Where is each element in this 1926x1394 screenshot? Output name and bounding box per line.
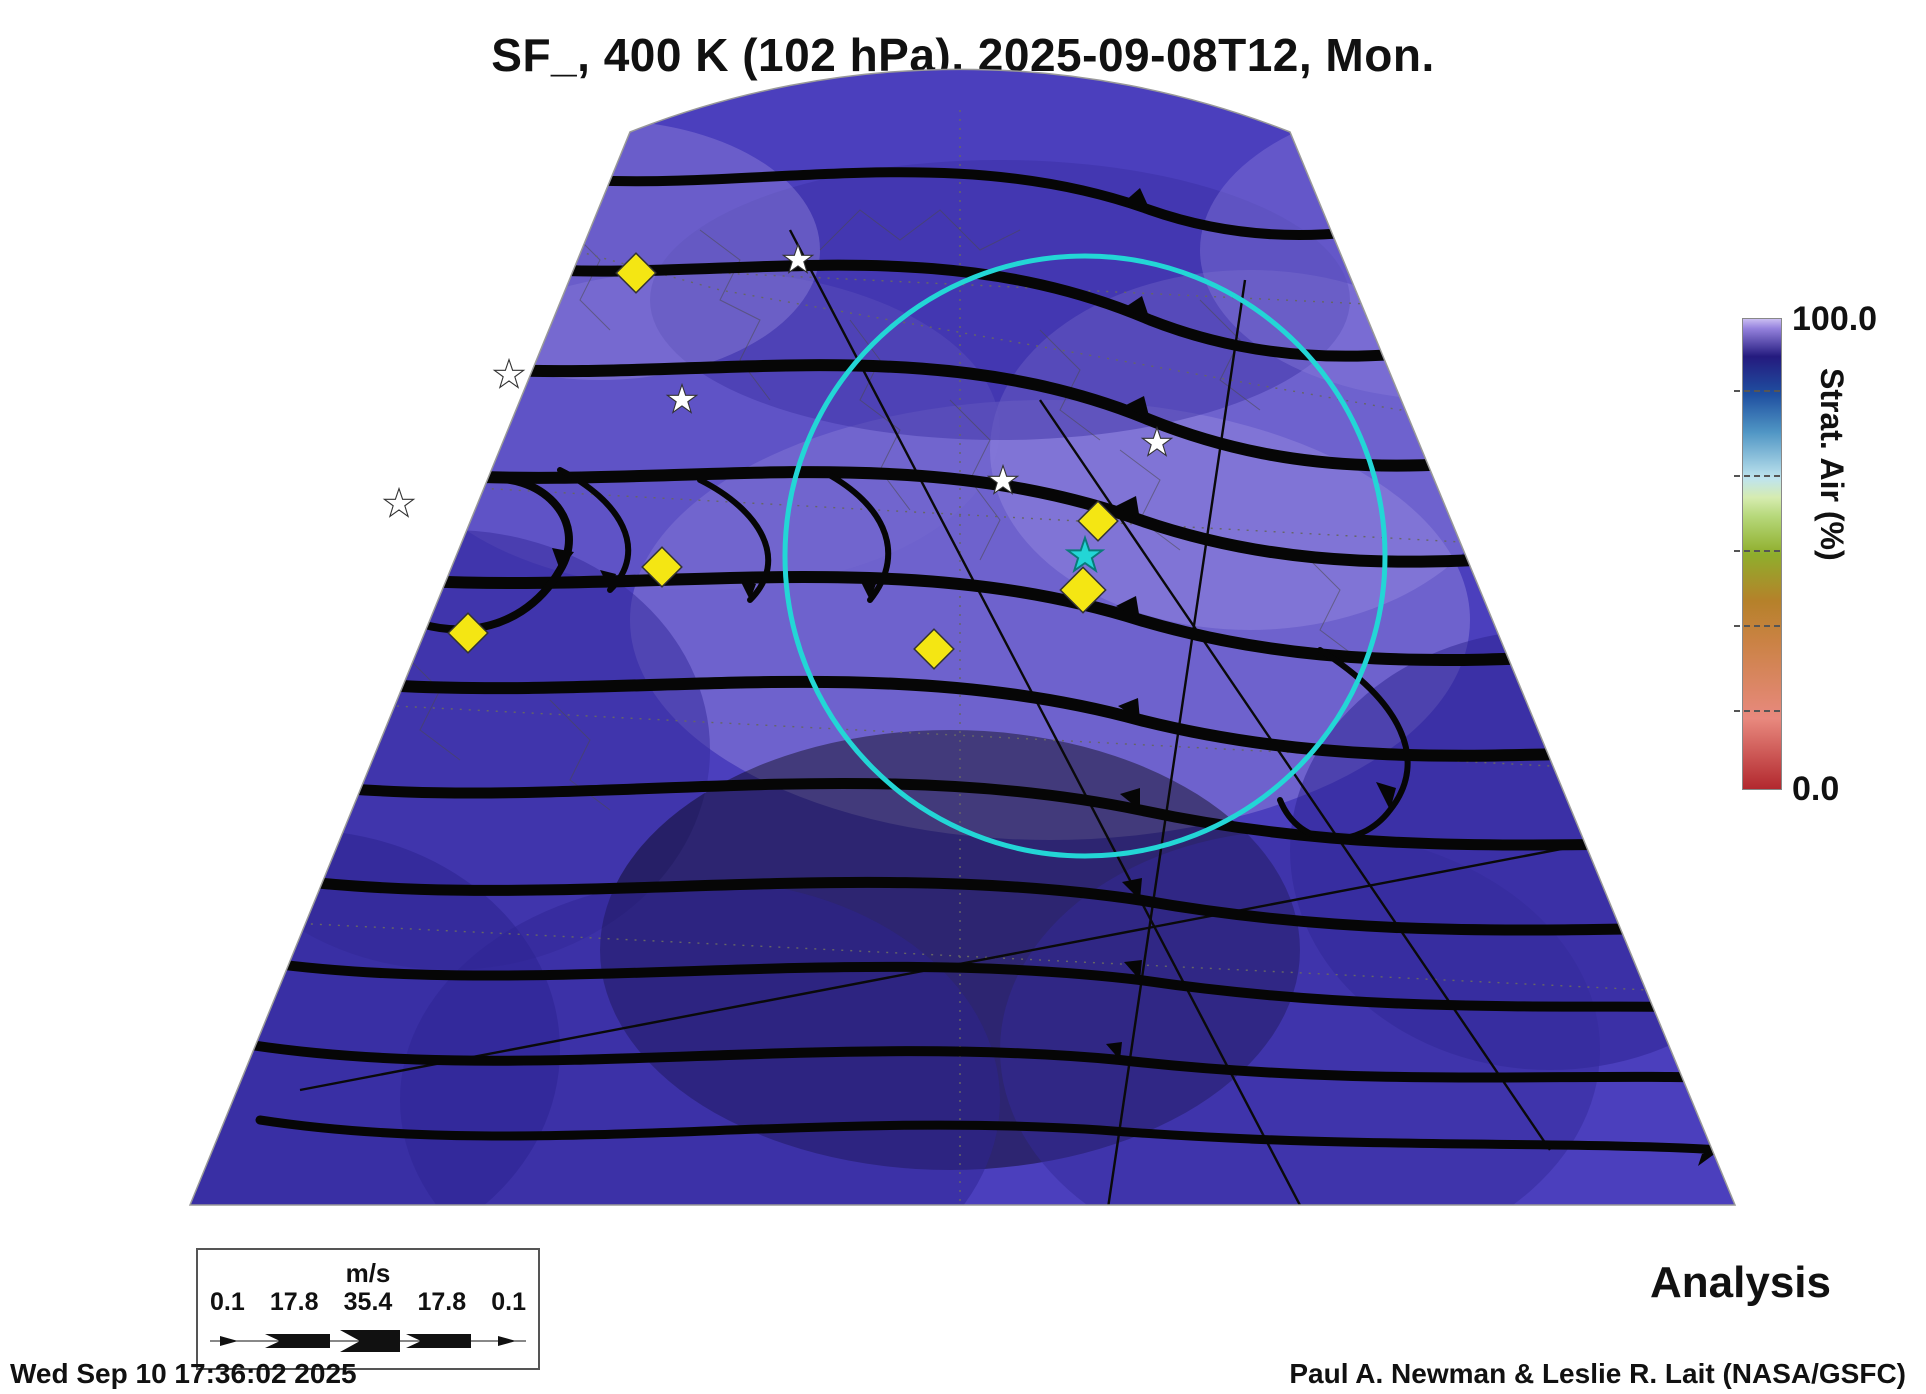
wind-legend-unit: m/s: [198, 1258, 538, 1289]
colorbar-tick: [1734, 550, 1780, 553]
white-star: [384, 489, 413, 517]
colorbar-min-label: 0.0: [1792, 770, 1839, 809]
colorbar-title: Strat. Air (%): [1813, 368, 1850, 561]
credit-label: Paul A. Newman & Leslie R. Lait (NASA/GS…: [1289, 1358, 1906, 1390]
colorbar-tick: [1734, 390, 1780, 393]
wind-legend: m/s 0.1 17.8 35.4 17.8 0.1: [196, 1248, 540, 1370]
wind-legend-values: 0.1 17.8 35.4 17.8 0.1: [198, 1288, 538, 1317]
timestamp-label: Wed Sep 10 17:36:02 2025: [10, 1358, 357, 1390]
analysis-label: Analysis: [1650, 1258, 1831, 1308]
contour-shading-layer: [0, 0, 1926, 1394]
map-svg: [0, 0, 1926, 1394]
colorbar-tick: [1734, 625, 1780, 628]
colorbar-tick: [1734, 710, 1780, 713]
white-star: [494, 360, 523, 388]
wind-legend-arrows: [210, 1328, 526, 1354]
colorbar: 100.0 0.0 Strat. Air (%): [1742, 318, 1892, 788]
colorbar-max-label: 100.0: [1792, 300, 1877, 339]
weather-map-root: { "title": "SF_, 400 K (102 hPa), 2025-0…: [0, 0, 1926, 1394]
colorbar-gradient: [1742, 318, 1782, 790]
colorbar-tick: [1734, 475, 1780, 478]
